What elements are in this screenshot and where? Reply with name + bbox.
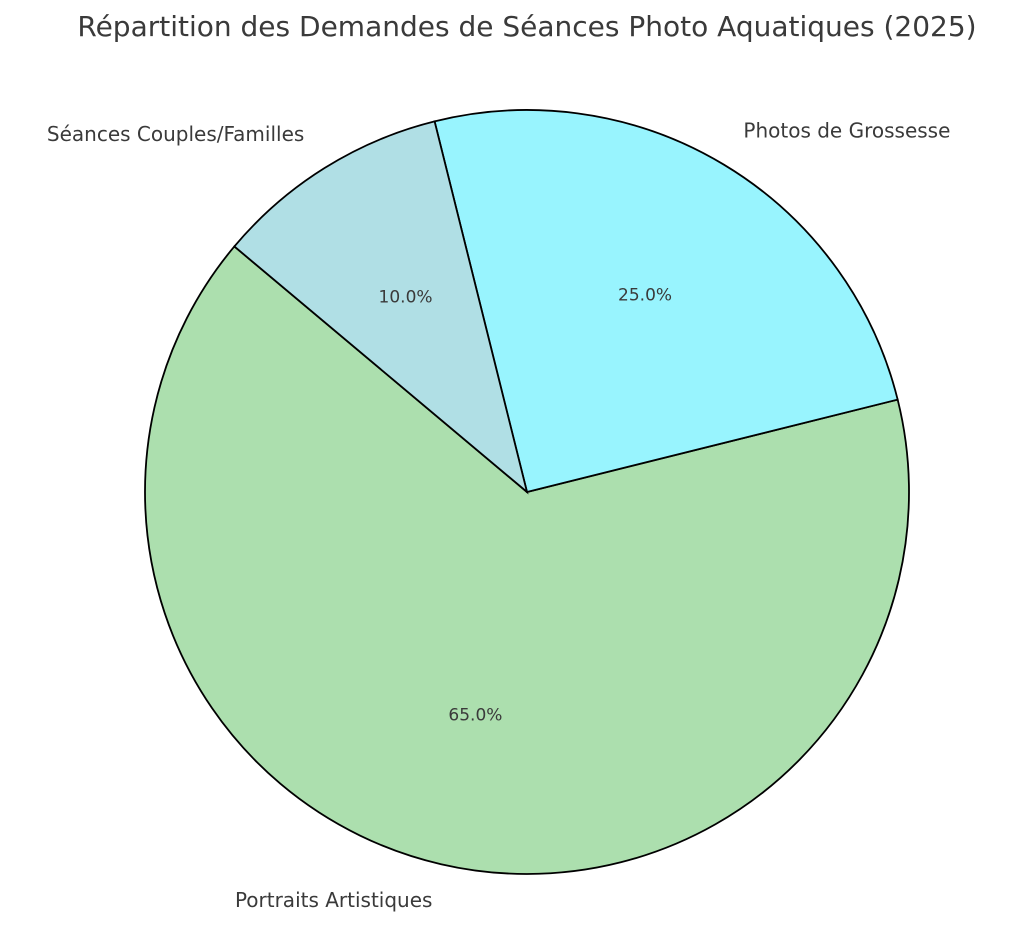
- pie-slice: [144, 245, 910, 875]
- value-label: 65.0%: [448, 705, 502, 725]
- value-label: 10.0%: [379, 288, 433, 308]
- chart-title: Répartition des Demandes de Séances Phot…: [77, 10, 976, 43]
- pie-slice: [433, 109, 899, 494]
- slice-label: Photos de Grossesse: [743, 118, 950, 142]
- slice-label: Séances Couples/Familles: [47, 122, 304, 146]
- pie-slice: [233, 120, 529, 495]
- value-label: 25.0%: [618, 286, 672, 306]
- slice-label: Portraits Artistiques: [235, 888, 433, 912]
